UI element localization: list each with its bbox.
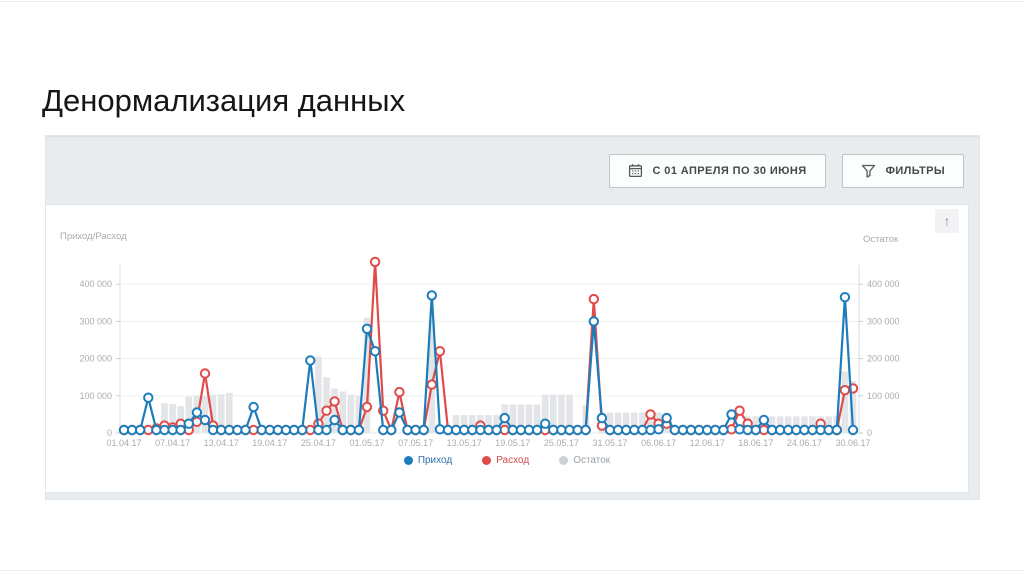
scroll-top-button[interactable]: ↑ <box>935 209 959 233</box>
svg-text:07.04.17: 07.04.17 <box>155 438 190 448</box>
svg-text:30.06.17: 30.06.17 <box>835 438 870 448</box>
svg-text:400 000: 400 000 <box>867 279 900 289</box>
svg-text:100 000: 100 000 <box>79 391 112 401</box>
svg-text:31.05.17: 31.05.17 <box>592 438 627 448</box>
page-title: Денормализация данных <box>42 82 406 118</box>
svg-text:200 000: 200 000 <box>867 354 900 364</box>
filter-icon <box>861 164 876 178</box>
svg-text:19.04.17: 19.04.17 <box>252 438 287 448</box>
legend-item-balance[interactable]: Остаток <box>559 455 610 466</box>
svg-text:0: 0 <box>107 428 112 438</box>
calendar-icon <box>628 163 643 178</box>
expense-legend-label: Расход <box>496 455 530 466</box>
income-legend-dot <box>403 456 413 465</box>
expense-legend-dot <box>482 456 492 465</box>
svg-text:200 000: 200 000 <box>79 354 112 364</box>
left-axis-title: Приход/Расход <box>60 231 127 242</box>
svg-text:01.05.17: 01.05.17 <box>349 438 384 448</box>
svg-text:13.05.17: 13.05.17 <box>447 438 482 448</box>
balance-legend-label: Остаток <box>573 455 611 466</box>
svg-text:0: 0 <box>867 428 872 438</box>
svg-text:19.05.17: 19.05.17 <box>495 438 530 448</box>
right-axis-title: Остаток <box>863 234 899 245</box>
panel-toolbar: С 01 АПРЕЛЯ ПО 30 ИЮНЯ ФИЛЬТРЫ <box>46 136 979 204</box>
date-range-label: С 01 АПРЕЛЯ ПО 30 ИЮНЯ <box>652 164 807 177</box>
svg-text:100 000: 100 000 <box>867 391 900 401</box>
legend-item-income[interactable]: Приход <box>403 455 453 466</box>
date-range-button[interactable]: С 01 АПРЕЛЯ ПО 30 ИЮНЯ <box>608 153 826 188</box>
legend-item-expense[interactable]: Расход <box>482 455 529 466</box>
balance-legend-dot <box>559 456 569 465</box>
filters-button[interactable]: ФИЛЬТРЫ <box>841 153 964 188</box>
svg-text:24.06.17: 24.06.17 <box>787 438 822 448</box>
income-expense-chart: 0 0 100 000 100 000 200 000 200 000 300 000 300… <box>46 205 969 451</box>
slide-top-border <box>0 1 1024 2</box>
filters-label: ФИЛЬТРЫ <box>885 164 945 177</box>
svg-text:25.04.17: 25.04.17 <box>301 438 336 448</box>
income-legend-label: Приход <box>417 455 453 466</box>
chart-card: 0 0 100 000 100 000 200 000 200 000 300 000 300… <box>46 204 969 493</box>
svg-text:25.05.17: 25.05.17 <box>544 438 579 448</box>
svg-text:12.06.17: 12.06.17 <box>690 438 725 448</box>
svg-text:400 000: 400 000 <box>79 279 112 289</box>
svg-text:13.04.17: 13.04.17 <box>204 438 239 448</box>
dashboard-panel: С 01 АПРЕЛЯ ПО 30 ИЮНЯ ФИЛЬТРЫ 0 0 100 000… <box>45 135 980 500</box>
svg-text:07.05.17: 07.05.17 <box>398 438 433 448</box>
svg-text:18.06.17: 18.06.17 <box>738 438 773 448</box>
chart-legend: Приход Расход Остаток <box>46 455 968 466</box>
svg-text:300 000: 300 000 <box>867 316 900 326</box>
svg-text:06.06.17: 06.06.17 <box>641 438 676 448</box>
slide-bottom-border <box>0 570 1024 571</box>
svg-text:01.04.17: 01.04.17 <box>106 438 141 448</box>
svg-text:300 000: 300 000 <box>79 316 112 326</box>
